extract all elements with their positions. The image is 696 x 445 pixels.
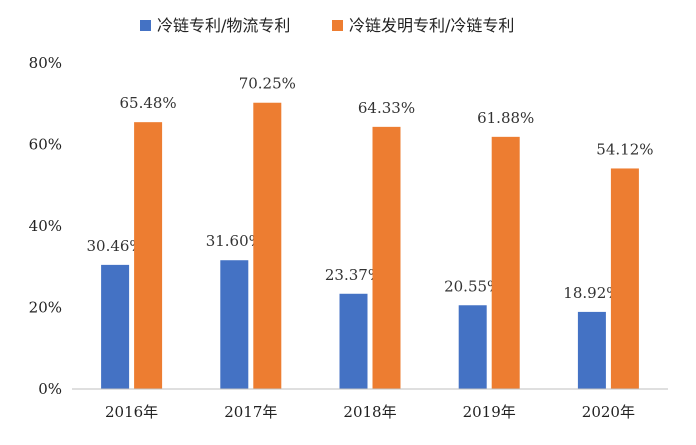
legend-swatch-1 <box>140 20 151 31</box>
bar-series2-2017年 <box>253 102 282 389</box>
legend-swatch-2 <box>332 20 343 31</box>
data-label: 20.55% <box>444 277 501 295</box>
bar-series1-2019年 <box>458 305 487 389</box>
legend: 冷链专利/物流专利 冷链发明专利/冷链专利 <box>140 16 514 35</box>
data-label: 23.37% <box>325 266 382 284</box>
x-axis: 2016年 2017年 2018年 2019年 2020年 <box>72 388 668 421</box>
data-label: 61.88% <box>477 109 534 127</box>
x-tick-label: 2018年 <box>343 403 396 421</box>
y-tick-label: 60% <box>29 136 62 154</box>
y-tick-label: 0% <box>38 380 62 398</box>
x-tick-label: 2016年 <box>105 403 158 421</box>
bar-series1-2016年 <box>101 264 130 389</box>
data-label: 31.60% <box>206 232 263 250</box>
data-label: 54.12% <box>596 140 653 158</box>
bar-series1-2018年 <box>339 293 368 389</box>
y-axis: 0% 20% 40% 60% 80% <box>29 54 62 398</box>
data-label: 70.25% <box>239 75 296 93</box>
data-label: 64.33% <box>358 99 415 117</box>
x-tick-label: 2019年 <box>463 403 516 421</box>
bar-series2-2020年 <box>610 168 639 389</box>
plot-area: 30.46% 65.48% 31.60% 70.25% 23.37% 64.33% 20.5… <box>86 75 654 389</box>
bar-series2-2019年 <box>491 136 520 389</box>
bar-series2-2016年 <box>134 122 163 389</box>
legend-label-1: 冷链专利/物流专利 <box>157 16 290 35</box>
y-tick-label: 40% <box>29 217 62 235</box>
x-tick-label: 2020年 <box>582 403 635 421</box>
data-label: 30.46% <box>86 237 143 255</box>
data-label: 65.48% <box>119 94 176 112</box>
y-tick-label: 20% <box>29 299 62 317</box>
bar-series2-2018年 <box>372 126 401 389</box>
bar-series1-2020年 <box>577 311 606 389</box>
bar-series1-2017年 <box>220 260 249 389</box>
legend-label-2: 冷链发明专利/冷链专利 <box>349 16 514 35</box>
data-label: 18.92% <box>563 284 620 302</box>
y-tick-label: 80% <box>29 54 62 72</box>
x-tick-label: 2017年 <box>224 403 277 421</box>
